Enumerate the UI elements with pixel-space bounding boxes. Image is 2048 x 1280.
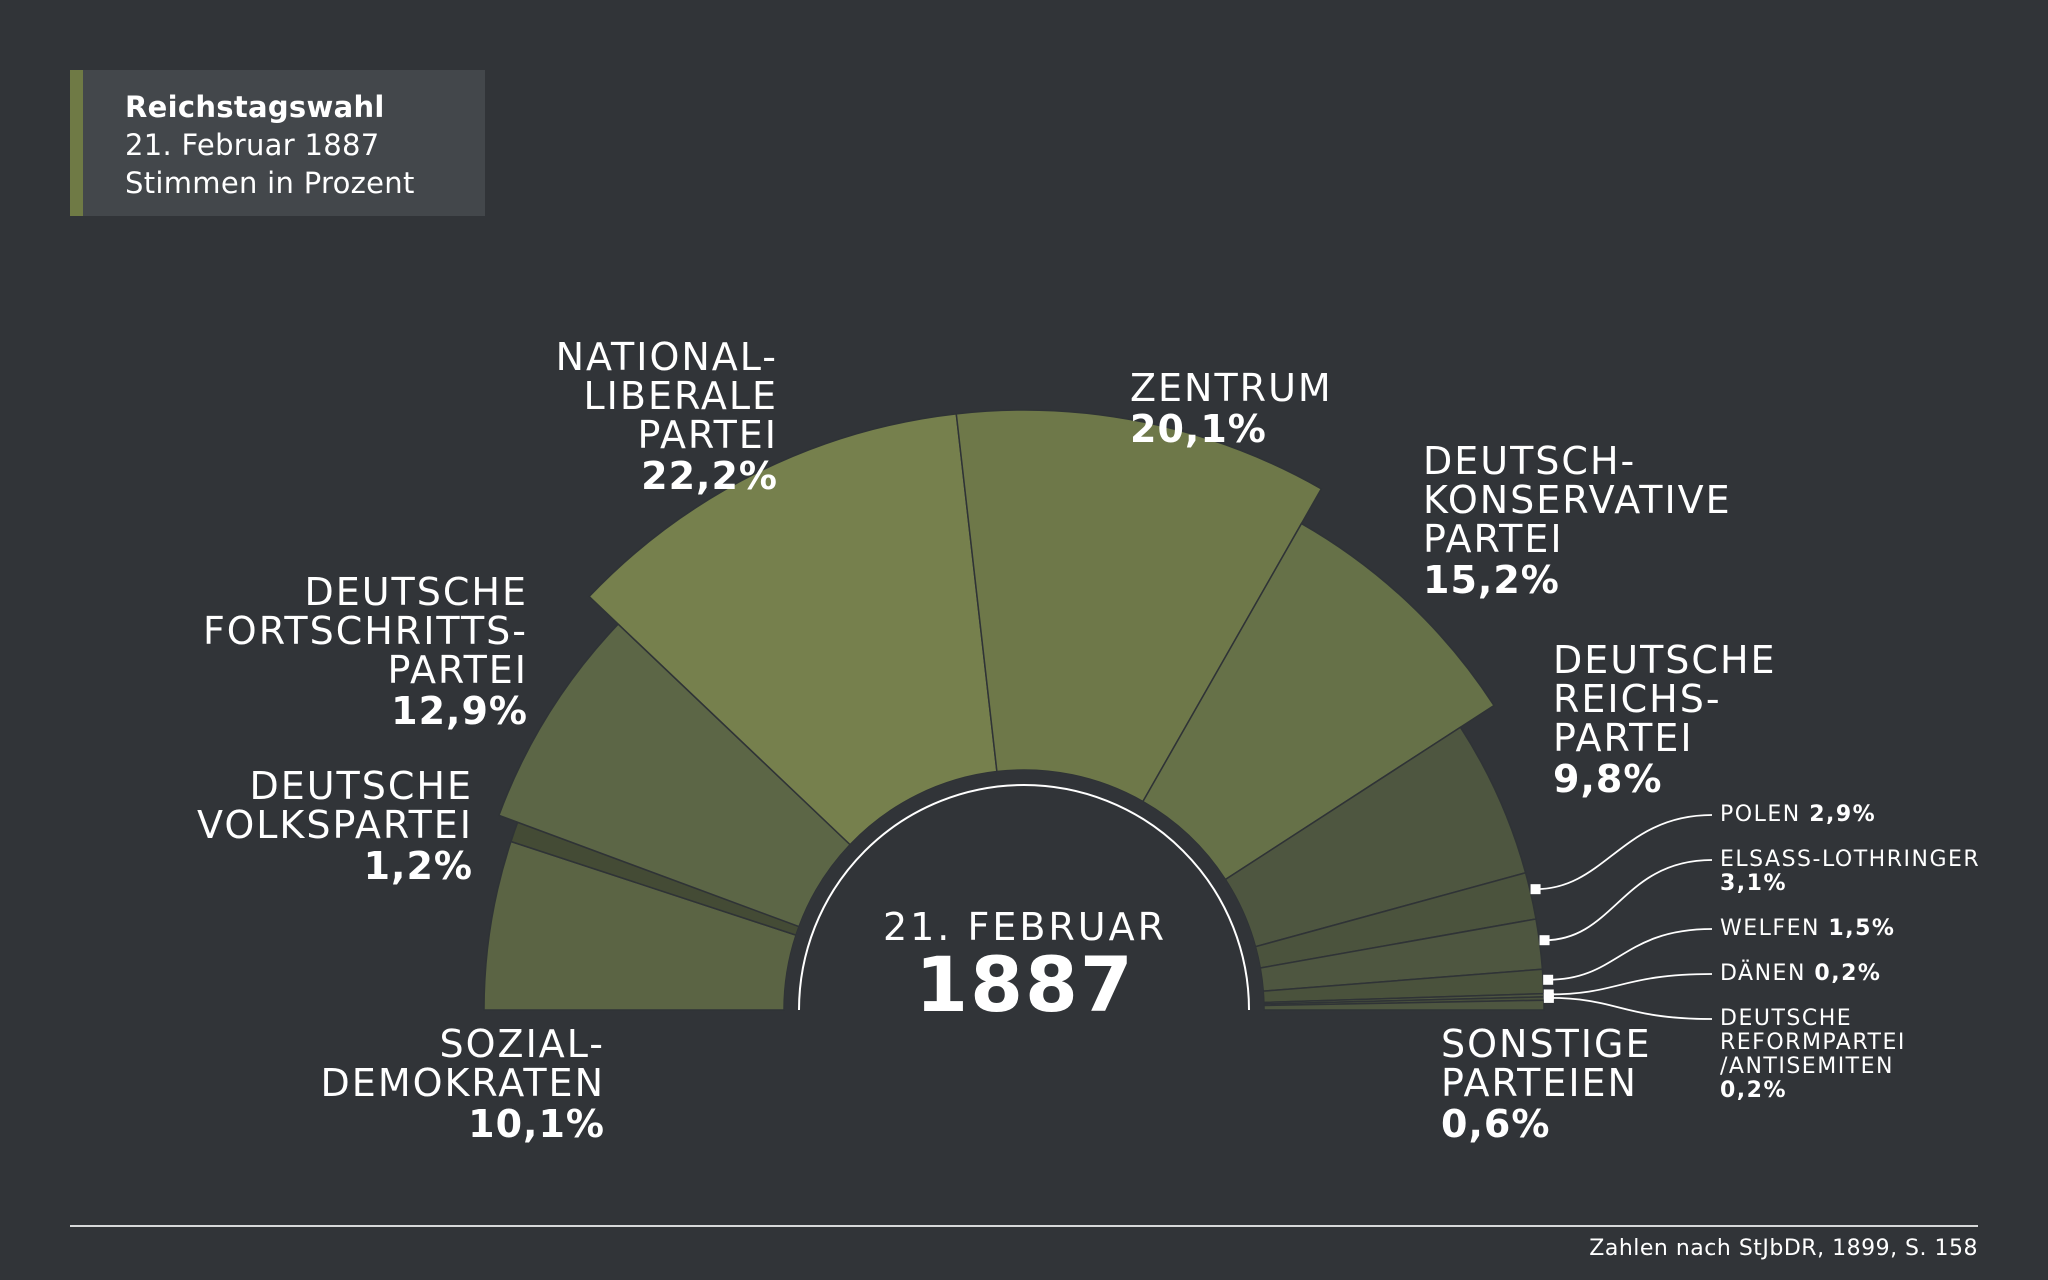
label-welfen: WELFEN 1,5% — [1720, 917, 1895, 941]
source-note: Zahlen nach StJbDR, 1899, S. 158 — [1589, 1236, 1978, 1261]
label-reformpartei-name-3: /ANTISEMITEN — [1720, 1054, 1894, 1079]
leader-line-polen — [1535, 814, 1713, 891]
label-konservativ-name-2: KONSERVATIVE — [1423, 478, 1732, 522]
label-daenen-name: DÄNEN — [1720, 961, 1806, 986]
label-sonstige-value: 0,6% — [1441, 1102, 1551, 1146]
label-zentrum: ZENTRUM 20,1% — [1130, 366, 1333, 451]
label-reichspartei-name-2: REICHS- — [1553, 677, 1722, 721]
inner-disc — [784, 770, 1264, 1010]
label-welfen-value: 1,5% — [1828, 916, 1896, 941]
leader-line-daenen — [1548, 973, 1713, 996]
leader-marker-welfen — [1543, 974, 1554, 985]
label-volkspartei-name-2: VOLKSPARTEI — [197, 803, 473, 847]
label-sonstige: SONSTIGE PARTEIEN 0,6% — [1441, 1022, 1652, 1146]
label-fortschritt-name-1: DEUTSCHE — [304, 570, 528, 614]
label-konservativ-name-1: DEUTSCH- — [1423, 439, 1637, 483]
label-sozialdemokraten-value: 10,1% — [468, 1102, 605, 1146]
label-daenen-value: 0,2% — [1814, 961, 1882, 986]
label-sozialdemokraten: SOZIAL- DEMOKRATEN 10,1% — [320, 1022, 605, 1146]
label-sonstige-name-1: SONSTIGE — [1441, 1022, 1652, 1066]
center-year: 1887 — [915, 940, 1135, 1029]
label-polen-value: 2,9% — [1809, 802, 1877, 827]
label-fortschritt-value: 12,9% — [391, 689, 528, 733]
label-nationalliberale: NATIONAL- LIBERALE PARTEI 22,2% — [555, 335, 778, 498]
chart-date: 21. Februar 1887 — [125, 128, 380, 162]
label-welfen-name: WELFEN — [1720, 916, 1820, 941]
leader-line-welfen — [1548, 928, 1713, 981]
source-divider — [70, 1225, 1978, 1227]
label-daenen: DÄNEN 0,2% — [1720, 962, 1881, 986]
label-polen-name: POLEN — [1720, 802, 1801, 827]
label-reformpartei-name-1: DEUTSCHE — [1720, 1006, 1853, 1031]
label-fortschritt-name-2: FORTSCHRITTS- — [202, 609, 528, 653]
leader-marker-reformpartei — [1543, 992, 1554, 1003]
label-fortschritt: DEUTSCHE FORTSCHRITTS- PARTEI 12,9% — [202, 570, 528, 733]
label-reichspartei-name-1: DEUTSCHE — [1553, 638, 1777, 682]
leader-line-reformpartei — [1548, 997, 1713, 1020]
label-reformpartei: DEUTSCHE REFORMPARTEI /ANTISEMITEN 0,2% — [1720, 1007, 1906, 1103]
label-sozialdemokraten-name-2: DEMOKRATEN — [320, 1061, 605, 1105]
label-nationalliberale-name-2: LIBERALE — [583, 374, 778, 418]
leader-marker-elsass — [1539, 935, 1550, 946]
label-reichspartei: DEUTSCHE REICHS- PARTEI 9,8% — [1553, 638, 1777, 801]
center-date: 21. FEBRUAR — [882, 905, 1168, 949]
label-reichspartei-value: 9,8% — [1553, 757, 1663, 801]
inner-ring — [798, 784, 1250, 1011]
label-nationalliberale-name-1: NATIONAL- — [555, 335, 778, 379]
label-sozialdemokraten-name-1: SOZIAL- — [439, 1022, 605, 1066]
label-nationalliberale-name-3: PARTEI — [637, 413, 778, 457]
label-reformpartei-value: 0,2% — [1720, 1078, 1788, 1103]
chart-title-box: Reichstagswahl 21. Februar 1887 Stimmen … — [70, 70, 485, 216]
label-polen: POLEN 2,9% — [1720, 803, 1876, 827]
leader-line-elsass — [1544, 859, 1713, 942]
label-sonstige-name-2: PARTEIEN — [1441, 1061, 1638, 1105]
label-volkspartei: DEUTSCHE VOLKSPARTEI 1,2% — [197, 764, 473, 888]
chart-title: Reichstagswahl — [125, 90, 385, 124]
label-nationalliberale-value: 22,2% — [641, 454, 778, 498]
label-elsass: ELSASS-LOTHRINGER 3,1% — [1720, 848, 1980, 896]
label-fortschritt-name-3: PARTEI — [387, 648, 528, 692]
label-volkspartei-name-1: DEUTSCHE — [249, 764, 473, 808]
label-volkspartei-value: 1,2% — [363, 844, 473, 888]
label-elsass-value: 3,1% — [1720, 871, 1788, 896]
label-zentrum-name-1: ZENTRUM — [1130, 366, 1333, 410]
label-elsass-name: ELSASS-LOTHRINGER — [1720, 847, 1981, 872]
label-zentrum-value: 20,1% — [1130, 407, 1267, 451]
label-reichspartei-name-3: PARTEI — [1553, 716, 1694, 760]
label-konservativ: DEUTSCH- KONSERVATIVE PARTEI 15,2% — [1423, 439, 1732, 602]
chart-subtitle: Stimmen in Prozent — [125, 166, 415, 200]
label-reformpartei-name-2: REFORMPARTEI — [1720, 1030, 1906, 1055]
label-konservativ-name-3: PARTEI — [1423, 517, 1564, 561]
label-konservativ-value: 15,2% — [1423, 558, 1560, 602]
leader-marker-polen — [1530, 884, 1541, 895]
